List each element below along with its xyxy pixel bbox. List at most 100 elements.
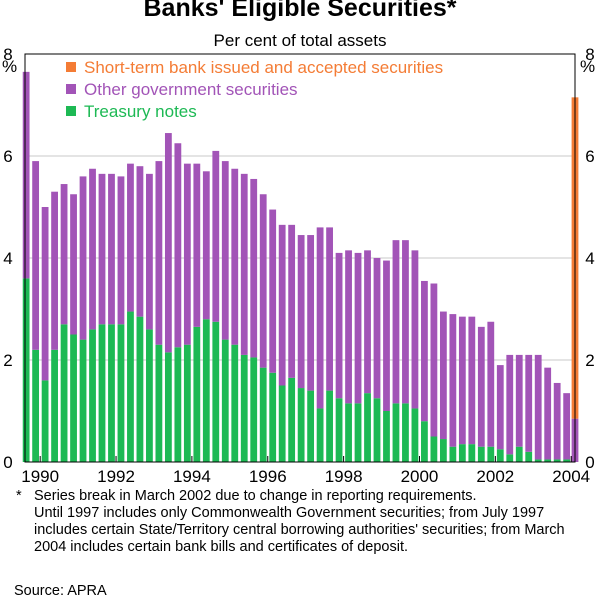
x-tick-label: 1992 (97, 467, 135, 486)
x-tick-label: 2004 (552, 467, 590, 486)
bar-segment (430, 436, 438, 462)
bar-segment (240, 354, 248, 462)
chart-subtitle: Per cent of total assets (213, 31, 387, 50)
plot-frame (24, 53, 576, 463)
bar-segment (430, 283, 438, 437)
bar-segment (316, 227, 324, 409)
bar-segment (146, 329, 153, 462)
bar-segment (373, 398, 381, 462)
x-tick-label: 1996 (249, 467, 287, 486)
bar-segment (136, 166, 144, 317)
bar-segment (487, 446, 495, 462)
bar-segment (326, 390, 333, 462)
legend-swatch (66, 106, 76, 116)
x-tick-label: 2002 (476, 467, 514, 486)
y-tick-label-right: 8 (585, 45, 594, 64)
bar-segment (79, 339, 87, 462)
bar-segment (70, 334, 77, 462)
bar-segment (458, 316, 466, 445)
bar-segment (51, 349, 58, 462)
bar-segment (202, 319, 210, 462)
bar-segment (108, 324, 115, 462)
bar-segment (496, 365, 504, 450)
y-tick-label-right: 4 (585, 249, 594, 268)
bar-segment (22, 71, 30, 279)
bar-segment (32, 161, 40, 350)
bar-segment (458, 444, 466, 462)
bar-segment (307, 235, 315, 391)
bar-segment (515, 446, 523, 462)
x-tick-label: 1994 (173, 467, 211, 486)
bar-segment (89, 168, 96, 330)
bar-segment (278, 385, 286, 462)
bar-segment (259, 367, 267, 462)
bar-segment (345, 403, 352, 462)
bar-segment (354, 252, 362, 404)
footnote-marker: * (16, 488, 22, 504)
bar-segment (98, 173, 106, 325)
bar-segment (127, 163, 134, 312)
bar-segment (183, 344, 191, 462)
bar-segment (127, 311, 134, 462)
bar-segment (269, 209, 277, 373)
footnote: * Series break in March 2002 due to chang… (16, 488, 586, 556)
bar-segment (41, 380, 49, 462)
bar-segment (525, 354, 533, 452)
bar-segment (164, 133, 172, 353)
bar-segment (193, 163, 201, 327)
bar-segment (193, 326, 201, 462)
bar-segment (316, 408, 324, 462)
bar-segment (51, 191, 58, 350)
y-tick-label-right: 2 (585, 351, 594, 370)
legend-entry: Other government securities (84, 80, 298, 99)
x-axis: 1990 1992 1994 1996 1998 2000 2002 2004 (21, 456, 590, 486)
bar-segment (22, 278, 30, 462)
bar-segment (373, 258, 381, 399)
bar-segment (297, 235, 305, 389)
y-unit-right: % (580, 57, 595, 76)
bar-segment (278, 224, 286, 386)
bars (22, 71, 579, 462)
bar-segment (155, 161, 163, 345)
bar-segment (108, 173, 115, 325)
bar-segment (32, 349, 40, 462)
y-tick-label-left: 8 (3, 45, 12, 64)
bar-segment (174, 347, 182, 462)
bar-segment (477, 326, 485, 447)
bar-segment (506, 354, 514, 455)
bar-segment (79, 176, 87, 340)
x-tick-label: 2000 (401, 467, 439, 486)
bar-segment (553, 459, 561, 462)
bar-segment (307, 390, 315, 462)
bar-segment (60, 324, 68, 462)
y-unit-left: % (2, 57, 17, 76)
bar-segment (259, 194, 267, 368)
bar-segment (117, 176, 125, 325)
bar-segment (155, 344, 163, 462)
source-note: Source: APRA (14, 583, 107, 599)
bar-segment (231, 168, 239, 345)
legend-swatch (66, 62, 76, 72)
x-tick-label: 1998 (325, 467, 363, 486)
y-axis-left: 0 2 4 6 8 (3, 45, 12, 472)
bar-segment (240, 173, 248, 355)
bar-segment (212, 321, 220, 462)
bar-segment (335, 398, 343, 462)
bar-segment (221, 161, 229, 340)
bar-segment (231, 344, 239, 462)
bar-segment (98, 324, 106, 462)
bar-segment (468, 444, 476, 462)
bar-segment (383, 411, 390, 462)
bar-segment (421, 421, 428, 462)
bar-segment (117, 324, 125, 462)
bar-segment (506, 454, 514, 462)
y-tick-label-left: 4 (3, 249, 12, 268)
chart: 0 2 4 6 8 0 2 4 6 8 1990 1992 1994 1996 1998 2000 2002… (2, 45, 595, 486)
y-tick-label-left: 2 (3, 351, 12, 370)
bar-segment (439, 439, 447, 462)
y-tick-label-right: 0 (585, 453, 594, 472)
bar-segment (202, 171, 210, 320)
bar-segment (60, 184, 68, 325)
bar-segment (212, 150, 220, 322)
bar-segment (326, 227, 333, 391)
